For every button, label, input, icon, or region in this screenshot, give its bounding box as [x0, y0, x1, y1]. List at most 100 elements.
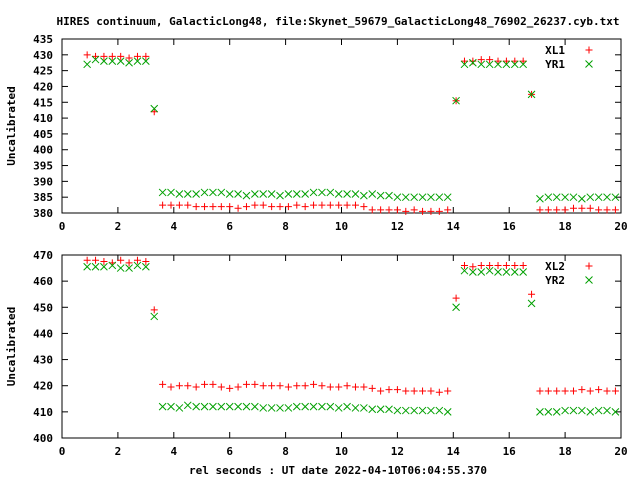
data-point: [603, 206, 611, 214]
x-tick-label: 12: [391, 220, 404, 233]
data-point: [595, 386, 603, 394]
data-point: [519, 57, 527, 65]
data-point: [225, 190, 234, 198]
data-point: [192, 402, 201, 411]
data-point: [494, 268, 502, 276]
data-point: [452, 303, 460, 312]
data-point: [318, 382, 326, 390]
data-point: [578, 204, 586, 212]
data-point: [510, 60, 519, 69]
data-point: [477, 268, 486, 276]
data-point: [586, 193, 595, 202]
data-point: [192, 190, 201, 198]
data-point: [125, 259, 133, 267]
series-yr2: [83, 261, 620, 416]
data-point: [217, 203, 225, 211]
data-point: [594, 406, 603, 415]
data-point: [225, 402, 234, 411]
data-point: [368, 384, 376, 392]
data-point: [133, 256, 141, 264]
data-point: [519, 261, 527, 269]
data-point: [217, 188, 226, 197]
data-point: [477, 60, 486, 69]
data-point: [158, 188, 167, 197]
x-tick-label: 20: [614, 220, 627, 233]
x-tick-label: 0: [59, 445, 66, 458]
y-tick-label: 435: [33, 33, 53, 46]
data-point: [469, 58, 477, 67]
data-point: [268, 203, 276, 211]
data-point: [427, 406, 435, 415]
series-xl2: [83, 256, 619, 396]
data-point: [569, 387, 577, 395]
data-point: [360, 191, 368, 200]
x-tick-label: 20: [614, 445, 627, 458]
data-point: [351, 190, 360, 198]
data-point: [167, 201, 175, 209]
data-point: [452, 294, 460, 302]
data-point: [469, 268, 477, 276]
data-point: [326, 402, 335, 411]
data-point: [108, 57, 117, 65]
data-point: [259, 201, 267, 209]
x-tick-label: 6: [226, 220, 233, 233]
data-point: [150, 306, 158, 314]
data-point: [569, 406, 578, 415]
data-point: [293, 201, 301, 209]
data-point: [251, 201, 259, 209]
data-point: [183, 190, 192, 198]
data-point: [217, 402, 226, 411]
y-tick-label: 460: [33, 275, 53, 288]
data-point: [309, 402, 318, 411]
data-point: [251, 190, 259, 198]
data-point: [326, 201, 334, 209]
data-point: [435, 207, 443, 215]
x-tick-label: 18: [558, 445, 571, 458]
data-point: [200, 402, 209, 411]
data-point: [310, 201, 318, 209]
data-point: [485, 60, 494, 69]
data-point: [536, 206, 544, 214]
data-point: [552, 408, 561, 416]
data-point: [175, 190, 184, 198]
x-axis-label: rel seconds : UT date 2022-04-10T06:04:5…: [189, 464, 487, 477]
data-point: [301, 402, 310, 411]
data-point: [158, 402, 167, 411]
x-tick-label: 2: [115, 220, 122, 233]
data-point: [133, 57, 142, 65]
legend-label: YR1: [545, 58, 565, 71]
data-point: [159, 201, 167, 209]
data-point: [443, 408, 452, 416]
data-point: [209, 402, 217, 411]
data-point: [259, 190, 268, 198]
data-point: [117, 52, 125, 60]
y-tick-label: 410: [33, 112, 53, 125]
data-point: [226, 203, 234, 211]
data-point: [427, 387, 435, 395]
data-point: [276, 404, 284, 412]
data-point: [116, 57, 125, 65]
data-point: [385, 191, 393, 200]
data-point: [167, 383, 175, 391]
y-tick-label: 420: [33, 80, 53, 93]
data-point: [150, 104, 159, 113]
plot-frame: [61, 38, 622, 214]
y-axis-label: Uncalibrated: [5, 307, 18, 386]
data-point: [485, 266, 494, 275]
data-point: [611, 387, 619, 395]
data-point: [141, 262, 150, 271]
data-point: [603, 406, 611, 415]
data-point: [435, 193, 444, 202]
data-point: [133, 52, 141, 60]
data-point: [83, 262, 92, 271]
data-point: [209, 188, 217, 197]
data-point: [100, 262, 108, 271]
x-tick-label: 14: [447, 445, 461, 458]
data-point: [595, 206, 603, 214]
data-point: [402, 387, 410, 395]
x-tick-label: 2: [115, 445, 122, 458]
data-point: [360, 404, 368, 412]
data-point: [527, 299, 536, 308]
y-tick-label: 430: [33, 49, 53, 62]
x-tick-label: 14: [447, 220, 461, 233]
